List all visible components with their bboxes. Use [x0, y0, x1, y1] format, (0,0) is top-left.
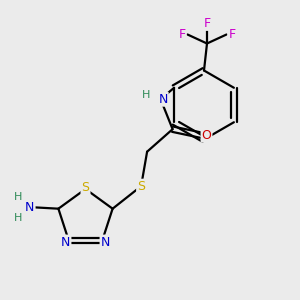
Text: F: F — [228, 28, 236, 41]
Text: N: N — [25, 201, 34, 214]
Text: F: F — [203, 17, 211, 30]
Text: N: N — [61, 236, 70, 249]
Text: O: O — [202, 129, 212, 142]
Text: H: H — [142, 90, 150, 100]
Text: N: N — [100, 236, 110, 249]
Text: H: H — [14, 192, 22, 202]
Text: S: S — [82, 181, 89, 194]
Text: S: S — [137, 180, 145, 193]
Text: H: H — [14, 213, 22, 223]
Text: F: F — [178, 28, 186, 41]
Text: N: N — [158, 93, 168, 106]
